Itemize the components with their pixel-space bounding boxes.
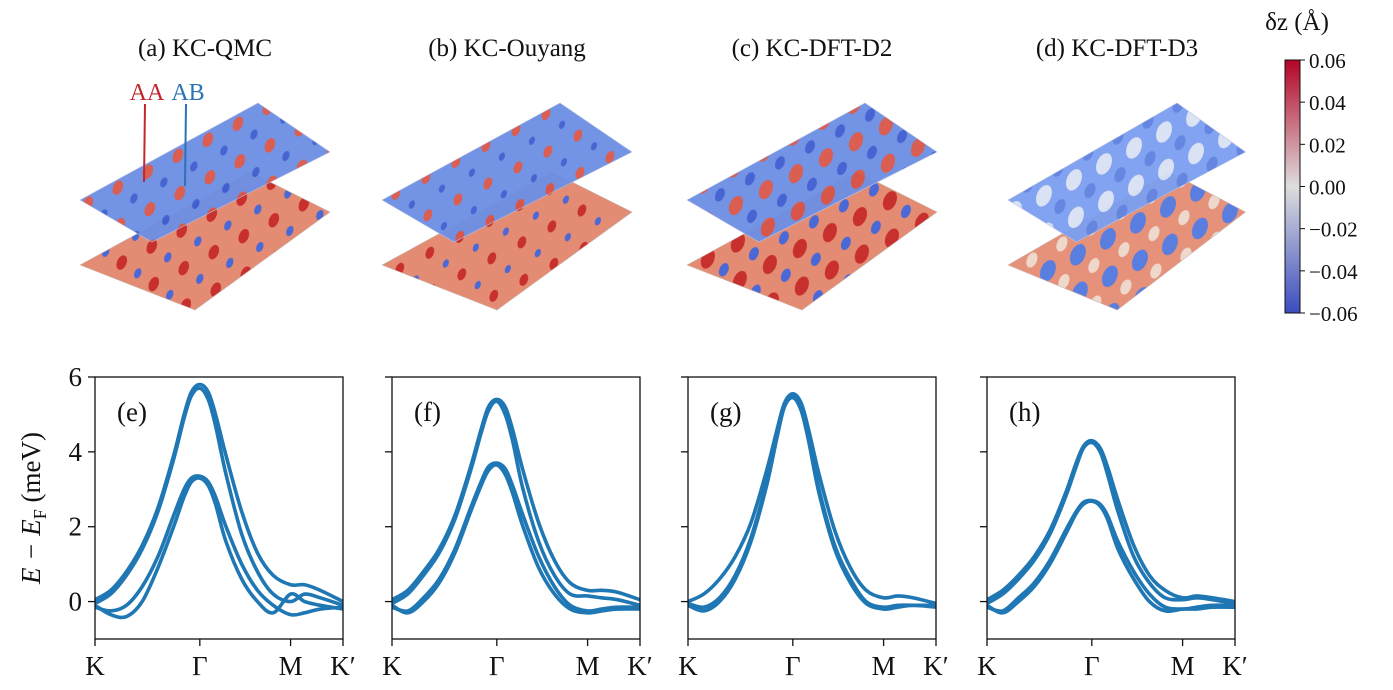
x-tick-label: Γ	[489, 651, 505, 681]
x-tick-label: K′	[627, 651, 652, 681]
band-line	[95, 478, 343, 618]
y-tick-label: 4	[69, 437, 83, 467]
y-axis-label-main: E − E	[16, 519, 46, 585]
x-tick-label: M	[576, 651, 600, 681]
x-tick-label: Γ	[1084, 651, 1100, 681]
x-tick-label: M	[872, 651, 896, 681]
y-tick-label: 2	[69, 512, 83, 542]
y-axis-label: E − EF (meV)	[16, 432, 50, 585]
panel-title: (b) KC-Ouyang	[428, 35, 586, 62]
band-line	[688, 398, 936, 611]
y-axis-label-sub: F	[30, 509, 50, 519]
band-line	[688, 396, 936, 608]
panel-title: (c) KC-DFT-D2	[732, 35, 893, 62]
x-tick-label: K′	[330, 651, 355, 681]
annotation: AB	[171, 80, 204, 106]
panel-label: (h)	[1009, 397, 1040, 427]
colorbar-tick-label: −0.02	[1309, 218, 1358, 242]
plot-lines	[987, 441, 1235, 613]
y-tick-label: 6	[69, 362, 83, 392]
colorbar-tick-label: 0.04	[1309, 91, 1346, 115]
x-tick-label: K	[85, 651, 105, 681]
panel-label: (g)	[710, 397, 741, 427]
colorbar-tick-label: 0.00	[1309, 176, 1346, 200]
y-axis-label-unit: (meV)	[16, 432, 46, 509]
colorbar-tick-label: 0.02	[1309, 133, 1346, 157]
colorbar-label: δz (Å)	[1265, 9, 1329, 36]
panel-title: (d) KC-DFT-D3	[1036, 35, 1198, 62]
y-tick-label: 0	[69, 587, 83, 617]
x-tick-label: K′	[923, 651, 948, 681]
x-tick-label: K	[382, 651, 402, 681]
panel-label: (e)	[117, 397, 147, 427]
x-tick-label: K	[678, 651, 698, 681]
x-tick-label: Γ	[192, 651, 208, 681]
panel-title: (a) KC-QMC	[138, 35, 272, 62]
annotation-pointer	[144, 104, 145, 182]
figure: (a) KC-QMC AAAB (b) KC-Ouyang (c) KC-DFT-D2…	[0, 0, 1393, 685]
panel-label: (f)	[414, 397, 441, 427]
annotation: AA	[130, 80, 165, 106]
plot-lines	[392, 399, 640, 612]
x-tick-label: Γ	[785, 651, 801, 681]
colorbar	[1285, 60, 1300, 313]
colorbar-tick-label: 0.06	[1309, 49, 1346, 73]
x-tick-label: M	[1171, 651, 1195, 681]
annotation-pointer	[185, 104, 186, 186]
colorbar-tick-label: −0.06	[1309, 302, 1358, 326]
colorbar-tick-label: −0.04	[1309, 260, 1358, 284]
x-tick-label: K	[977, 651, 997, 681]
x-tick-label: M	[279, 651, 303, 681]
x-tick-label: K′	[1222, 651, 1247, 681]
